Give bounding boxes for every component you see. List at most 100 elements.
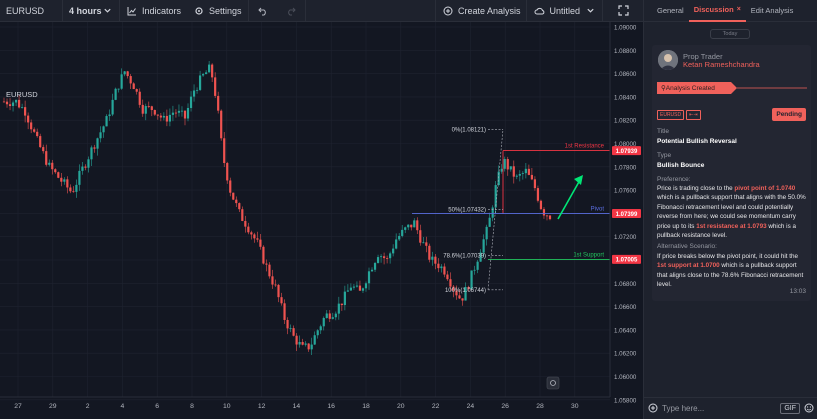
alternative-text: If price breaks below the pivot point, i…	[657, 253, 804, 289]
candle-body	[542, 209, 546, 216]
settings-label: Settings	[209, 5, 242, 16]
redo-icon	[285, 5, 297, 17]
indicators-button[interactable]: Indicators	[120, 0, 187, 22]
plus-circle-icon[interactable]	[648, 403, 658, 415]
symbol-search[interactable]: EURUSD	[0, 0, 63, 22]
candle-body	[147, 106, 150, 107]
tab-discussion[interactable]: Discussion ×	[688, 0, 746, 22]
layout-label: Untitled	[549, 5, 580, 16]
interval-select[interactable]: 4 hours	[63, 0, 120, 22]
candle-body	[171, 112, 175, 115]
candle-body	[325, 313, 328, 318]
time-tick-label: 24	[467, 403, 475, 410]
panel-tabs: General Discussion × Edit Analysis	[644, 0, 817, 22]
price-tick-label: 1.07200	[614, 234, 637, 241]
time-tick-label: 30	[571, 403, 579, 410]
candle-body	[428, 245, 431, 260]
analysis-tags: EURUSD ⇤⇥	[657, 110, 701, 120]
candle-body	[337, 303, 340, 314]
chart-canvas[interactable]: 1st Resistance Pivot 1st Support 0%(1.08121…	[0, 22, 643, 419]
candle-body	[343, 291, 346, 306]
candle-body	[33, 129, 36, 132]
candle-body	[548, 215, 552, 220]
screenshot-button[interactable]	[546, 376, 560, 390]
candle-body	[132, 83, 135, 90]
time-tick-label: 29	[49, 403, 57, 410]
chevron-down-icon	[584, 5, 596, 17]
projection-arrow-line	[557, 179, 581, 220]
tab-edit-analysis[interactable]: Edit Analysis	[750, 6, 794, 15]
layout-select[interactable]: Untitled	[526, 0, 603, 22]
candle-body	[226, 163, 229, 181]
candle-body	[334, 313, 337, 318]
indicators-icon	[126, 5, 138, 17]
candle-body	[509, 166, 512, 170]
candle-body	[425, 242, 428, 246]
message-composer: Type here... GIF	[644, 397, 817, 419]
time-tick-label: 2	[86, 403, 90, 410]
candle-body	[476, 261, 479, 270]
message-input[interactable]: Type here...	[662, 404, 705, 413]
candle-body	[389, 253, 392, 259]
candle-body	[364, 283, 368, 289]
candle-body	[319, 326, 322, 331]
candle-body	[241, 209, 244, 221]
candle-body	[527, 168, 530, 175]
candle-body	[467, 287, 470, 289]
tab-discussion-label: Discussion	[693, 5, 734, 14]
candle-body	[48, 162, 51, 165]
candle-body	[165, 115, 168, 122]
tab-general[interactable]: General	[657, 6, 684, 15]
interval-text: 4 hours	[69, 5, 102, 16]
candle-body	[268, 264, 271, 277]
indicators-label: Indicators	[142, 5, 182, 16]
candle-body	[283, 303, 286, 320]
candle-body	[39, 136, 42, 148]
candle-body	[108, 114, 111, 117]
candle-body	[536, 188, 540, 201]
candle-body	[422, 242, 425, 244]
time-tick-label: 6	[155, 403, 159, 410]
price-tick-label: 1.07600	[614, 188, 637, 195]
create-analysis-button[interactable]: Create Analysis	[434, 0, 527, 22]
projection-arrow-head	[574, 175, 583, 185]
undo-button[interactable]	[249, 0, 277, 22]
candle-body	[36, 131, 39, 137]
candle-body	[60, 177, 63, 182]
preference-label: Preference:	[657, 176, 691, 183]
candle-body	[271, 276, 274, 285]
candle-body	[373, 262, 377, 270]
price-tick-label: 1.06200	[614, 351, 637, 358]
candle-body	[90, 147, 93, 160]
undo-icon	[257, 5, 269, 17]
candle-body	[174, 112, 178, 114]
time-tick-label: 16	[327, 403, 335, 410]
candle-body	[168, 114, 172, 122]
candle-body	[259, 239, 262, 247]
emoji-icon[interactable]	[804, 403, 814, 415]
candle-body	[214, 77, 217, 96]
candle-body	[159, 115, 162, 118]
price-chart[interactable]: 1st Resistance Pivot 1st Support 0%(1.08121…	[0, 22, 643, 419]
redo-button[interactable]	[277, 0, 306, 22]
candle-body	[280, 297, 283, 304]
candle-body	[192, 90, 196, 97]
gif-button[interactable]: GIF	[780, 403, 800, 414]
author-name[interactable]: Ketan Rameshchandra	[683, 60, 760, 69]
candle-body	[17, 99, 21, 108]
symbol-text: EURUSD	[6, 5, 45, 16]
candle-body	[416, 220, 419, 231]
price-tick-label: 1.09000	[614, 25, 637, 32]
candle-body	[488, 217, 491, 227]
candle-body	[539, 200, 543, 210]
settings-button[interactable]: Settings	[187, 0, 249, 22]
candle-body	[117, 88, 120, 90]
price-tag	[612, 209, 641, 219]
direction-tag: ⇤⇥	[686, 110, 701, 120]
candle-body	[99, 132, 102, 139]
candle-body	[274, 284, 277, 286]
candle-body	[331, 317, 334, 319]
fullscreen-button[interactable]	[603, 0, 643, 22]
candle-body	[87, 159, 90, 168]
close-icon[interactable]: ×	[736, 6, 741, 13]
